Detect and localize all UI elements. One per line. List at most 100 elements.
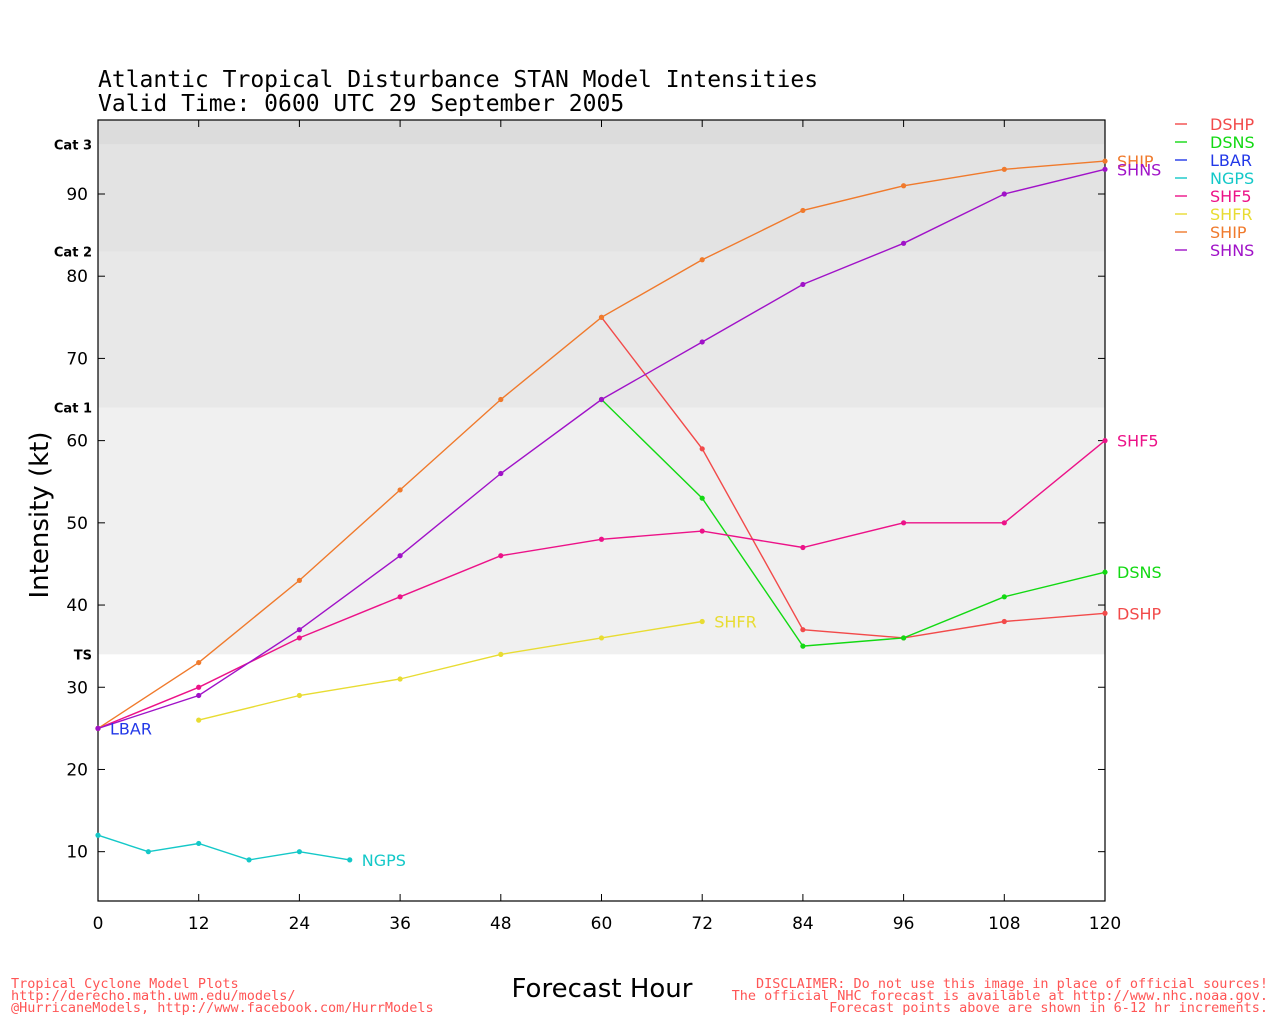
point-shf5 [397,594,403,600]
series-line-dsns [601,399,1106,647]
series-line-shfr [198,620,703,721]
point-shfr [598,635,605,641]
point-dshp [699,446,705,452]
point-shns [296,627,302,633]
end-label-lbar: LBAR [110,719,152,738]
end-label-ngps: NGPS [362,851,406,870]
point-shf5 [1102,438,1108,444]
chart-title-line1: Atlantic Tropical Disturbance STAN Model… [98,67,818,93]
end-label-shfr: SHFR [714,612,757,631]
chart-title-line2: Valid Time: 0600 UTC 29 September 2005 [98,91,624,117]
band-label-cat-1: Cat 1 [54,402,92,417]
footer-right-line2: The official NHC forecast is available a… [732,988,1268,1004]
band-label-cat-3: Cat 3 [54,139,92,154]
band-cat-1 [98,251,1105,408]
point-ship [800,207,806,214]
legend-label-ngps: NGPS [1210,169,1254,188]
footer-right-line3: Forecast points above are shown in 6-12 … [829,1000,1268,1016]
x-tick-label: 0 [93,914,104,934]
point-shns [1102,166,1108,172]
point-shns [699,339,705,345]
point-dsns [699,495,705,501]
footer-left-line1: Tropical Cyclone Model Plots [11,976,239,992]
point-ngps [347,857,353,863]
point-shf5 [1001,520,1007,526]
point-shf5 [800,544,806,551]
point-shf5 [598,536,605,542]
band-label-cat-2: Cat 2 [54,246,92,261]
footer-left-line2: http://derecho.math.uwm.edu/models/ [11,988,295,1004]
point-shf5 [498,553,504,559]
point-dshp [1102,610,1108,616]
band-ts [98,407,1105,655]
legend-label-dsns: DSNS [1210,133,1255,152]
x-tick-label: 120 [1089,914,1121,934]
point-ship [1001,166,1007,172]
end-label-ship: SHIP [1117,152,1154,171]
legend-label-shf5: SHF5 [1210,187,1252,206]
point-ship [397,487,403,493]
legend-label-shns: SHNS [1210,241,1254,260]
legend-label-shfr: SHFR [1210,205,1253,224]
point-shfr [699,618,705,625]
y-tick-label: 40 [66,596,88,616]
y-tick-label: 60 [66,432,88,452]
legend-label-lbar: LBAR [1210,151,1252,170]
x-tick-label: 84 [792,914,814,934]
point-shns [196,692,202,699]
category-band-labels: TS Cat 1 Cat 2 Cat 3 [54,139,92,664]
point-ngps [196,840,202,847]
y-tick-label: 10 [66,843,88,863]
point-ngps [145,849,151,855]
series-line-ngps [97,834,350,861]
x-tick-label: 24 [289,914,311,934]
category-bands [98,120,1105,655]
point-shfr [498,651,504,657]
point-ship [196,659,202,666]
series-line-dshp [600,316,1106,639]
point-shfr [196,717,202,723]
point-ship [1102,158,1108,164]
y-tick-label: 80 [66,267,88,287]
y-tick-label: 20 [66,760,88,780]
point-ship [699,257,705,263]
footer-left-line3: @HurricaneModels, http://www.facebook.co… [11,1000,434,1016]
point-shfr [397,676,403,682]
x-tick-label: 12 [188,914,210,934]
x-axis-label: Forecast Hour [512,974,693,1004]
legend-label-ship: SHIP [1210,223,1247,242]
point-shf5 [901,520,907,526]
band-cat-2 [98,144,1105,252]
y-tick-label: 30 [66,678,88,698]
y-axis-label: Intensity (kt) [25,432,55,599]
point-shns [901,240,907,246]
point-shf5 [196,684,202,690]
point-shns [498,470,504,477]
y-tick-label: 90 [66,185,88,205]
point-shns [95,725,101,731]
end-label-shf5: SHF5 [1117,432,1159,451]
x-tick-label: 72 [691,914,713,934]
x-tick-label: 60 [591,914,613,934]
end-label-dsns: DSNS [1117,563,1162,582]
point-shns [800,281,806,288]
x-tick-label: 36 [389,914,411,934]
series-lines [95,158,1108,863]
point-shf5 [699,528,705,534]
y-tick-label: 50 [66,514,88,534]
legend-label-dshp: DSHP [1210,115,1255,134]
point-shns [1001,191,1007,197]
point-ngps [246,857,252,863]
end-label-shns: SHNS [1117,160,1161,179]
point-shns [598,396,605,403]
x-tick-label: 108 [988,914,1020,934]
point-dshp [800,627,806,633]
end-label-dshp: DSHP [1117,604,1162,623]
point-dsns [800,643,806,649]
point-ngps [296,849,302,855]
point-dsns [901,635,907,641]
point-ngps [95,832,101,838]
